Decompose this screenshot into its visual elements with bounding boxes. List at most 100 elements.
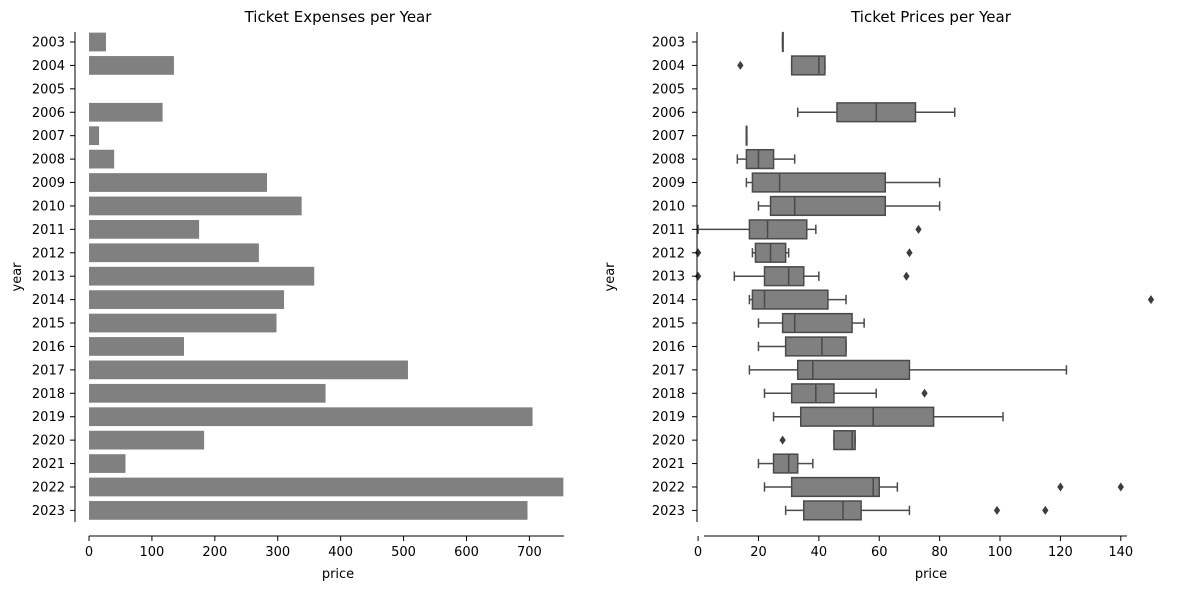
y-tick-label: 2003 — [652, 36, 685, 51]
outlier — [737, 60, 744, 70]
y-tick-label: 2005 — [652, 82, 685, 97]
y-tick-label: 2018 — [32, 387, 65, 402]
y-tick-label: 2014 — [32, 293, 65, 308]
prices-box-chart: Ticket Prices per Year price year 2003 20… — [603, 8, 1155, 582]
y-tick-label: 2020 — [32, 434, 65, 449]
box-2010 — [757, 195, 941, 217]
y-tick-label: 2009 — [652, 176, 685, 191]
bar — [89, 196, 302, 216]
y-tick-label: 2007 — [652, 129, 685, 144]
box — [790, 55, 826, 76]
bar — [89, 313, 277, 333]
y-tick-label: 2019 — [32, 410, 65, 425]
y-tick-label: 2015 — [652, 317, 685, 332]
box — [799, 406, 935, 427]
y-tick-label: 2008 — [652, 153, 685, 168]
y-tick-label: 2011 — [652, 223, 685, 238]
y-tick-label: 2017 — [32, 363, 65, 378]
y-tick-label: 2006 — [32, 106, 65, 121]
y-tick-label: 2012 — [32, 246, 65, 261]
box — [781, 312, 853, 334]
y-tick-label: 2013 — [652, 270, 685, 285]
outlier — [1042, 505, 1049, 515]
bar — [89, 173, 268, 192]
box-2009 — [745, 172, 941, 193]
box — [745, 148, 775, 170]
y-tick-label: 2014 — [652, 293, 685, 308]
box-2023 — [784, 500, 1049, 521]
bar — [89, 266, 315, 286]
bar — [89, 102, 163, 122]
y-tick-label: 2006 — [652, 106, 685, 121]
bar — [89, 290, 285, 309]
bar — [89, 337, 184, 356]
y-tick-label: 2015 — [32, 317, 65, 332]
box — [769, 195, 887, 217]
y-tick-label: 2009 — [32, 176, 65, 191]
box-2021 — [757, 453, 814, 474]
box-2018 — [763, 383, 928, 404]
box-2020 — [779, 430, 856, 451]
x-tick-label: 20 — [750, 545, 767, 560]
bar — [89, 383, 326, 403]
axes: 2003200420052006200720082009201020112012… — [32, 32, 564, 560]
x-tick-label: 300 — [265, 545, 290, 560]
y-tick-label: 2017 — [652, 363, 685, 378]
box-2007 — [745, 125, 748, 146]
box — [784, 336, 847, 357]
box — [751, 172, 887, 193]
outlier — [993, 505, 1001, 515]
x-axis-label: price — [322, 567, 354, 582]
box — [763, 266, 805, 287]
box-2019 — [772, 406, 1004, 427]
bar — [89, 243, 259, 263]
x-tick-label: 100 — [988, 545, 1013, 560]
y-tick-label: 2003 — [32, 36, 65, 51]
box — [772, 453, 799, 474]
outlier — [1117, 482, 1124, 492]
x-tick-label: 40 — [811, 545, 828, 560]
box — [748, 219, 808, 240]
y-tick-label: 2020 — [652, 434, 685, 449]
axes: 2003200420052006200720082009201020112012… — [652, 32, 1133, 560]
x-tick-label: 140 — [1108, 545, 1133, 560]
y-tick-label: 2004 — [652, 59, 685, 74]
box — [796, 359, 911, 380]
x-tick-label: 120 — [1048, 545, 1073, 560]
box-2017 — [748, 359, 1068, 380]
y-tick-label: 2013 — [32, 270, 65, 285]
y-tick-label: 2010 — [652, 199, 685, 214]
bar — [89, 501, 528, 520]
y-tick-label: 2012 — [652, 246, 685, 261]
y-tick-label: 2022 — [32, 480, 65, 495]
box — [751, 289, 829, 310]
box-2004 — [737, 55, 826, 76]
box-2016 — [757, 336, 847, 357]
x-tick-label: 100 — [139, 545, 164, 560]
outlier — [1057, 482, 1064, 492]
bar — [89, 32, 106, 52]
y-tick-label: 2008 — [32, 153, 65, 168]
box-2012 — [694, 242, 913, 263]
boxes — [694, 31, 1155, 521]
box-2003 — [781, 31, 784, 53]
x-tick-label: 200 — [202, 545, 227, 560]
bar — [89, 477, 564, 497]
y-tick-label: 2021 — [652, 457, 685, 472]
box-2015 — [757, 312, 865, 334]
expenses-bar-chart: Ticket Expenses per Year price year 2003… — [10, 8, 564, 582]
box — [833, 430, 856, 451]
bar — [89, 407, 533, 427]
y-tick-label: 2007 — [32, 129, 65, 144]
y-tick-label: 2023 — [32, 504, 65, 519]
bar — [89, 430, 205, 450]
bar — [89, 454, 126, 473]
box-2011 — [697, 219, 922, 240]
outlier — [1147, 295, 1155, 305]
y-tick-label: 2022 — [652, 480, 685, 495]
outlier — [921, 388, 928, 398]
x-axis-label: price — [915, 567, 947, 582]
outlier — [903, 271, 910, 281]
bar — [89, 126, 100, 146]
y-tick-label: 2010 — [32, 199, 65, 214]
